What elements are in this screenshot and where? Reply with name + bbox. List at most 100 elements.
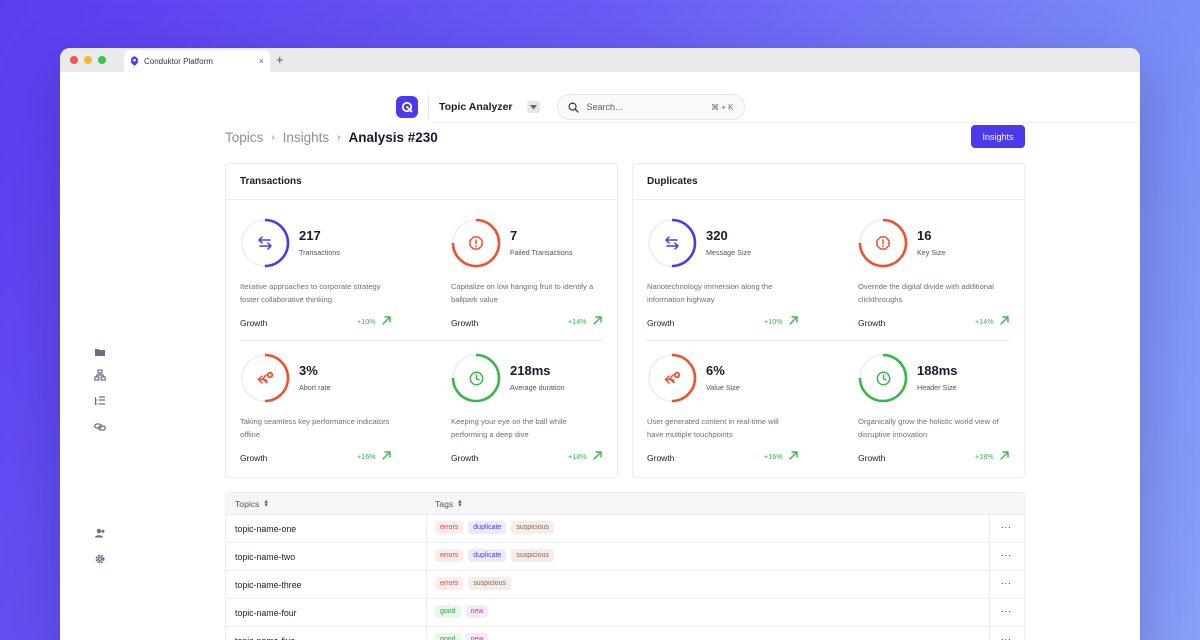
growth-percent: +16%: [764, 452, 783, 461]
tag-suspicious[interactable]: suspicious: [468, 577, 511, 590]
row-more-menu-icon[interactable]: ···: [1001, 606, 1012, 616]
tag-suspicious[interactable]: suspicious: [511, 521, 554, 534]
column-header-tags[interactable]: Tags ▴ ▾: [435, 497, 462, 509]
metric-label: Average duration: [510, 383, 565, 392]
metrics-card-transactions: Transactions 217 Transactions Iterative …: [225, 163, 618, 478]
tag-list: good new: [435, 605, 489, 618]
tag-new[interactable]: new: [465, 605, 489, 618]
topic-name[interactable]: topic-name-four: [235, 608, 297, 618]
growth-label: Growth: [647, 453, 675, 463]
metrics-row-divider: [240, 340, 603, 341]
column-divider: [989, 627, 990, 640]
column-divider: [989, 543, 990, 570]
row-more-menu-icon[interactable]: ···: [1001, 522, 1012, 532]
topic-name[interactable]: topic-name-three: [235, 580, 302, 590]
tag-errors[interactable]: errors: [435, 549, 464, 562]
table-row[interactable]: topic-name-four good new ···: [226, 599, 1024, 627]
progress-ring: [647, 218, 697, 268]
topics-table: Topics ▴ ▾ Tags ▴ ▾ topic-name-one errors d…: [225, 492, 1025, 640]
metric-value: 320: [706, 228, 728, 243]
progress-ring: [240, 218, 290, 268]
metric-value: 217: [299, 228, 321, 243]
metric-tile: 7 Failed Transactions Capitalize on low …: [451, 218, 616, 343]
column-divider: [989, 571, 990, 598]
progress-ring: [647, 353, 697, 403]
tag-duplicate[interactable]: duplicate: [468, 549, 507, 562]
metric-label: Transactions: [299, 248, 340, 257]
settings-icon[interactable]: [94, 552, 106, 564]
browser-tab[interactable]: Conduktor Platform ×: [124, 50, 270, 72]
clock-icon: [858, 353, 908, 403]
column-header-topics[interactable]: Topics ▴ ▾: [235, 497, 268, 509]
close-window-button[interactable]: [70, 56, 78, 64]
growth-label: Growth: [240, 318, 268, 328]
growth-percent: +14%: [975, 317, 994, 326]
tag-suspicious[interactable]: suspicious: [511, 549, 554, 562]
row-more-menu-icon[interactable]: ···: [1001, 578, 1012, 588]
app-logo[interactable]: [396, 96, 418, 118]
breadcrumb-topics[interactable]: Topics: [225, 130, 264, 145]
breadcrumb-insights[interactable]: Insights: [282, 130, 330, 145]
row-more-menu-icon[interactable]: ···: [1001, 634, 1012, 640]
growth-label: Growth: [858, 318, 886, 328]
conduktor-favicon-icon: [131, 56, 138, 66]
sort-icon: ▴ ▾: [264, 497, 268, 509]
column-divider: [989, 515, 990, 542]
column-header-label: Topics: [235, 498, 260, 509]
table-row[interactable]: topic-name-three errors suspicious ···: [226, 571, 1024, 599]
growth-label: Growth: [451, 453, 479, 463]
tab-title: Conduktor Platform: [144, 56, 213, 66]
insights-button[interactable]: Insights: [971, 125, 1025, 148]
metric-tile: 218ms Average duration Keeping your eye …: [451, 353, 616, 478]
card-title: Transactions: [240, 176, 302, 187]
topology-icon[interactable]: [94, 368, 106, 381]
column-divider: [426, 627, 427, 640]
metric-value: 7: [510, 228, 518, 243]
topic-name[interactable]: topic-name-two: [235, 552, 296, 562]
metric-tile: 217 Transactions Iterative approaches to…: [240, 218, 405, 343]
tag-duplicate[interactable]: duplicate: [468, 521, 507, 534]
maximize-window-button[interactable]: [98, 56, 106, 64]
app-header: Topic Analyzer Search... ⌘ + K: [396, 90, 745, 124]
metric-description: Keeping your eye on the ball while perfo…: [451, 417, 567, 439]
topic-name[interactable]: topic-name-five: [235, 636, 295, 640]
metric-label: Abort rate: [299, 383, 331, 392]
breadcrumb-chevron-icon: ›: [337, 132, 341, 143]
close-tab-button[interactable]: ×: [258, 56, 264, 66]
progress-ring: [451, 218, 501, 268]
search-input[interactable]: Search... ⌘ + K: [556, 94, 745, 120]
minimize-window-button[interactable]: [84, 56, 92, 64]
app-switcher-dropdown[interactable]: [526, 101, 540, 113]
tag-good[interactable]: good: [435, 605, 461, 618]
row-more-menu-icon[interactable]: ···: [1001, 550, 1012, 560]
column-divider: [426, 543, 427, 570]
trend-up-arrow-icon: [382, 316, 391, 325]
sort-icon: ▴ ▾: [458, 497, 462, 509]
tag-list: errors duplicate suspicious: [435, 521, 554, 534]
tag-errors[interactable]: errors: [435, 521, 464, 534]
table-row[interactable]: topic-name-two errors duplicate suspicious…: [226, 543, 1024, 571]
table-row[interactable]: topic-name-one errors duplicate suspicious…: [226, 515, 1024, 543]
link-icon[interactable]: [94, 420, 106, 432]
abort-reply-icon: [647, 353, 697, 403]
column-divider: [426, 515, 427, 542]
breadcrumb: Topics › Insights › Analysis #230: [225, 130, 438, 145]
metrics-row-divider: [647, 340, 1010, 341]
metric-description: Capitalize on low hanging fruit to ident…: [451, 282, 594, 304]
tag-errors[interactable]: errors: [435, 577, 464, 590]
list-tree-icon[interactable]: [94, 394, 106, 406]
users-icon[interactable]: [94, 526, 106, 538]
folder-icon[interactable]: [94, 345, 106, 357]
browser-window: Conduktor Platform × + Topic Analyzer Se…: [60, 48, 1140, 640]
card-header-divider: [226, 199, 617, 200]
card-title: Duplicates: [647, 176, 698, 187]
table-header: Topics ▴ ▾ Tags ▴ ▾: [226, 493, 1024, 515]
alert-octagon-icon: [858, 218, 908, 268]
tag-new[interactable]: new: [465, 633, 489, 640]
search-placeholder: Search...: [586, 102, 623, 112]
metric-description: Taking seamless key performance indicato…: [240, 417, 390, 439]
topic-name[interactable]: topic-name-one: [235, 524, 297, 534]
tag-good[interactable]: good: [435, 633, 461, 640]
new-tab-button[interactable]: +: [276, 52, 284, 67]
